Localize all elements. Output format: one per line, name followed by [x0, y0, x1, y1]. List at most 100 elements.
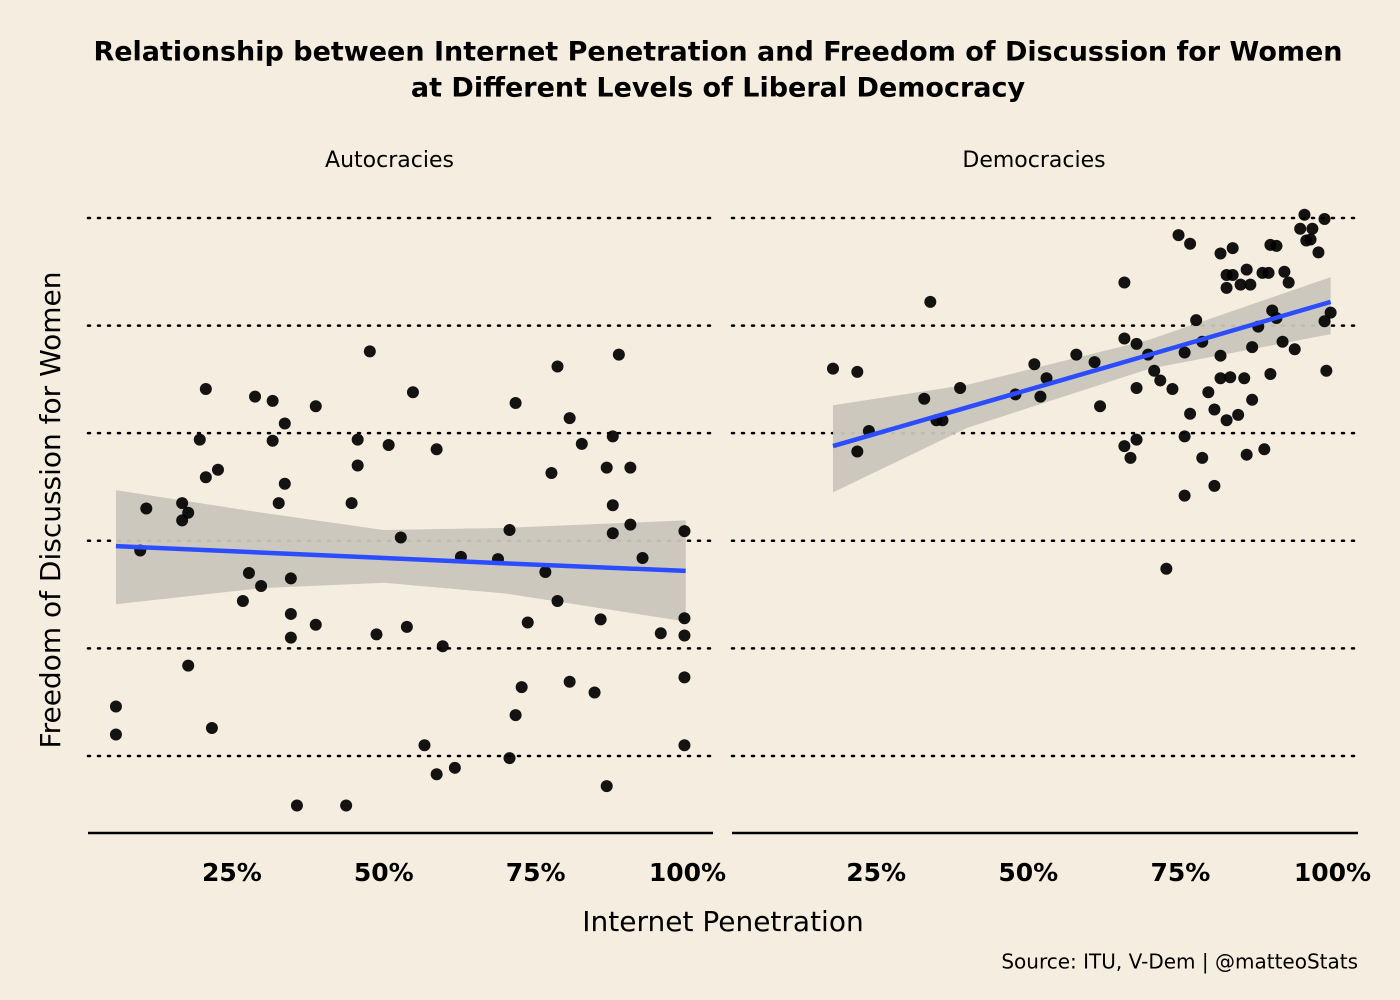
point — [654, 627, 667, 640]
point — [1130, 433, 1143, 446]
point — [606, 430, 619, 443]
point — [851, 445, 864, 458]
point — [340, 799, 353, 812]
confidence-band — [832, 277, 1331, 493]
point — [1148, 364, 1161, 377]
y-axis-label: Freedom of Discussion for Women — [34, 271, 67, 748]
point — [1224, 371, 1237, 384]
point — [1178, 430, 1191, 443]
point — [1094, 400, 1107, 413]
point — [370, 628, 383, 641]
point — [1214, 247, 1227, 260]
point — [1238, 372, 1251, 385]
point — [588, 686, 601, 699]
point — [606, 527, 619, 540]
x-tick-label: 100% — [1294, 858, 1371, 887]
point — [1190, 314, 1203, 327]
point — [545, 466, 558, 479]
point — [1276, 335, 1289, 348]
point — [1306, 222, 1319, 235]
point — [1258, 443, 1271, 456]
point — [600, 780, 613, 793]
point — [826, 362, 839, 375]
point — [563, 675, 576, 688]
point — [1034, 390, 1047, 403]
point — [211, 463, 224, 476]
x-tick-label: 25% — [846, 858, 906, 887]
point — [199, 471, 212, 484]
point — [406, 386, 419, 399]
point — [1118, 332, 1131, 345]
point — [309, 400, 322, 413]
point — [1208, 403, 1221, 416]
x-tick-label: 100% — [649, 858, 726, 887]
x-tick-label: 50% — [354, 858, 414, 887]
x-tick-label: 50% — [998, 858, 1058, 887]
point — [551, 595, 564, 608]
facet-title: Autocracies — [325, 148, 454, 173]
point — [199, 383, 212, 396]
point — [1028, 358, 1041, 371]
point — [1312, 246, 1325, 259]
point — [521, 616, 534, 629]
x-tick-label: 75% — [1150, 858, 1210, 887]
confidence-band — [115, 490, 686, 622]
point — [1118, 440, 1131, 453]
point — [109, 700, 122, 713]
point — [503, 752, 516, 765]
point — [278, 417, 291, 430]
point — [176, 497, 189, 510]
point — [1214, 349, 1227, 362]
point — [418, 739, 431, 752]
point — [284, 607, 297, 620]
point — [624, 518, 637, 531]
point — [678, 612, 691, 625]
point — [1246, 341, 1259, 354]
point — [1294, 222, 1307, 235]
point — [594, 613, 607, 626]
point — [1196, 451, 1209, 464]
source: Source: ITU, V-Dem | @matteoStats — [1001, 950, 1358, 974]
point — [1118, 276, 1131, 289]
point — [1172, 229, 1185, 242]
point — [1234, 278, 1247, 291]
point — [400, 620, 413, 633]
point — [563, 412, 576, 425]
point — [193, 433, 206, 446]
chart-title: Relationship between Internet Penetratio… — [93, 37, 1342, 68]
point — [255, 579, 268, 592]
point — [1202, 386, 1215, 399]
point — [678, 671, 691, 684]
point — [394, 531, 407, 544]
point — [182, 506, 195, 519]
fit-line — [115, 543, 686, 574]
point — [430, 443, 443, 456]
point — [1208, 479, 1221, 492]
point — [109, 728, 122, 741]
point — [1226, 242, 1239, 255]
point — [1232, 408, 1245, 421]
point — [1270, 239, 1283, 252]
point — [1304, 233, 1317, 246]
point — [1130, 337, 1143, 350]
point — [351, 433, 364, 446]
point — [266, 394, 279, 407]
point — [345, 497, 358, 510]
point — [1262, 266, 1275, 279]
point — [140, 502, 153, 515]
point — [1288, 343, 1301, 356]
point — [600, 461, 613, 474]
point — [1184, 237, 1197, 250]
point — [539, 565, 552, 578]
point — [1160, 562, 1173, 575]
point — [1240, 448, 1253, 461]
point — [182, 659, 195, 672]
point — [503, 524, 516, 537]
point — [678, 629, 691, 642]
point — [1166, 383, 1179, 396]
point — [1298, 208, 1311, 221]
point — [1184, 407, 1197, 420]
point — [509, 397, 522, 410]
